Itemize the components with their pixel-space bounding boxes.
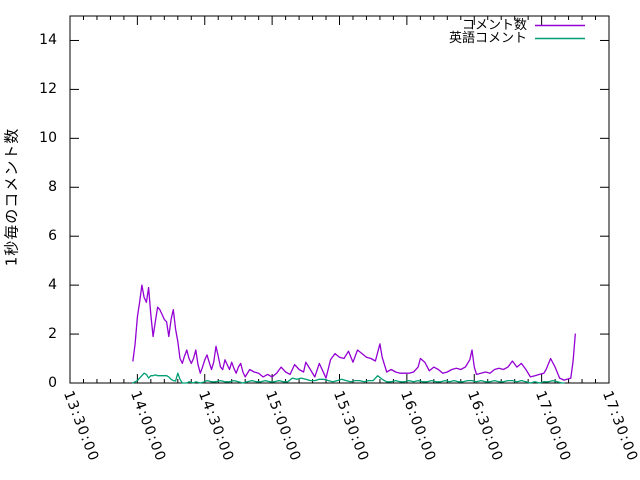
legend-line-english-comments-icon (535, 37, 585, 40)
y-tick-label: 12 (39, 81, 57, 98)
legend-item-english-comments: 英語コメント (449, 32, 585, 45)
y-tick-label: 2 (48, 326, 57, 343)
legend: コメント数 英語コメント (449, 19, 585, 45)
comments-series-line (132, 284, 576, 381)
y-tick-label: 4 (48, 277, 57, 294)
english-comments-series-line (132, 372, 565, 384)
y-tick-label: 14 (39, 32, 57, 49)
legend-label-english-comments: 英語コメント (448, 31, 527, 46)
y-tick-label: 8 (48, 179, 57, 196)
legend-item-comments: コメント数 (449, 19, 585, 32)
plot-border (69, 15, 610, 384)
legend-label-comments: コメント数 (461, 18, 527, 33)
y-tick-label: 10 (39, 130, 57, 147)
y-tick-label: 0 (48, 375, 57, 391)
y-tick-label: 6 (48, 228, 57, 245)
legend-line-comments-icon (535, 24, 585, 27)
